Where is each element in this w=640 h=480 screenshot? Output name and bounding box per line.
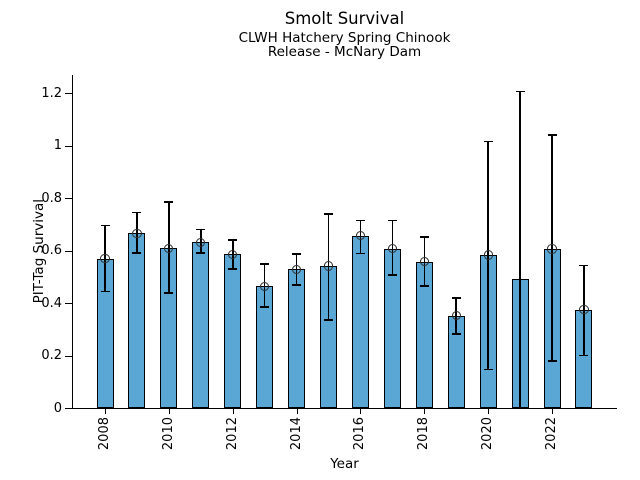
error-bar-cap-top — [419, 236, 429, 238]
x-tick-mark — [168, 409, 170, 414]
x-tick-mark — [552, 409, 554, 414]
error-bar-cap-bottom — [355, 252, 365, 255]
error-bar-cap-top — [228, 239, 238, 241]
chart-subtitle-line1: CLWH Hatchery Spring Chinook — [238, 30, 451, 46]
error-bar-cap-top — [100, 224, 110, 227]
error-bar-cap-top — [515, 90, 525, 93]
y-tick-mark — [65, 355, 72, 357]
point-marker — [323, 261, 334, 271]
point-marker — [164, 243, 174, 253]
error-bar-line — [519, 91, 521, 408]
x-tick-label: 2010 — [160, 417, 176, 451]
x-tick-label: 2022 — [544, 417, 560, 451]
y-tick-label: 1.2 — [41, 85, 62, 101]
chart-subtitle-line2: Release - McNary Dam — [267, 44, 422, 60]
x-tick-label: 2012 — [224, 417, 240, 451]
point-marker — [196, 237, 206, 247]
bar — [288, 269, 306, 408]
y-tick-label: 0 — [53, 400, 62, 416]
x-tick-label: 2020 — [480, 417, 496, 451]
error-bar-cap-top — [196, 228, 206, 231]
error-bar-cap-bottom — [387, 274, 397, 276]
x-tick-mark — [232, 409, 234, 414]
error-bar-cap-top — [579, 264, 589, 267]
x-axis-title: Year — [330, 456, 359, 472]
error-bar-cap-bottom — [419, 285, 429, 287]
x-tick-label: 2008 — [97, 417, 112, 451]
point-marker — [483, 250, 493, 260]
x-tick-mark — [488, 409, 490, 414]
error-bar-cap-top — [292, 253, 302, 255]
point-marker — [579, 304, 589, 315]
x-axis-spine — [72, 408, 617, 409]
error-bar-cap-top — [451, 297, 461, 300]
bar — [351, 235, 369, 408]
x-tick-mark — [360, 409, 362, 414]
point-marker — [451, 311, 461, 321]
y-tick-label: 0.8 — [41, 190, 62, 206]
error-bar-cap-top — [132, 211, 142, 214]
point-marker — [355, 230, 366, 241]
error-bar-cap-top — [387, 219, 397, 222]
y-tick-label: 0.4 — [41, 295, 62, 311]
y-tick-mark — [65, 250, 72, 252]
chart-title: Smolt Survival — [284, 9, 405, 28]
point-marker — [387, 244, 397, 254]
error-bar-cap-top — [324, 212, 334, 215]
bar — [128, 233, 146, 408]
point-marker — [260, 281, 270, 291]
error-bar-cap-top — [355, 219, 365, 222]
point-marker — [547, 244, 557, 254]
y-tick-mark — [65, 408, 72, 409]
error-bar-cap-bottom — [579, 354, 589, 357]
error-bar-cap-bottom — [100, 290, 110, 293]
y-tick-label: 0.6 — [41, 243, 62, 258]
point-marker — [291, 264, 302, 274]
x-tick-mark — [424, 409, 426, 414]
y-axis-spine — [72, 75, 73, 409]
x-tick-label: 2018 — [416, 417, 432, 451]
error-bar-cap-bottom — [483, 368, 493, 371]
error-bar-cap-bottom — [196, 252, 206, 254]
error-bar-cap-bottom — [260, 306, 270, 308]
point-marker — [419, 256, 429, 267]
error-bar-cap-bottom — [132, 252, 142, 254]
error-bar-cap-bottom — [451, 333, 461, 335]
point-marker — [228, 249, 238, 259]
bar — [224, 254, 242, 408]
y-tick-label: 1 — [53, 138, 62, 153]
point-marker — [132, 228, 142, 239]
point-marker — [100, 254, 110, 264]
y-tick-label: 0.2 — [41, 348, 62, 363]
error-bar-cap-bottom — [292, 284, 302, 286]
bar — [192, 242, 210, 408]
error-bar-cap-top — [547, 134, 557, 136]
error-bar-cap-top — [483, 140, 493, 143]
error-bar-cap-top — [164, 201, 174, 203]
error-bar-cap-top — [260, 263, 270, 265]
error-bar-cap-bottom — [228, 268, 238, 270]
x-tick-label: 2014 — [288, 417, 304, 451]
error-bar-cap-bottom — [324, 319, 334, 321]
x-tick-mark — [105, 409, 106, 414]
x-tick-mark — [296, 409, 298, 414]
y-tick-mark — [65, 303, 72, 304]
x-tick-label: 2016 — [352, 417, 368, 451]
y-tick-mark — [65, 198, 72, 199]
y-tick-mark — [65, 145, 72, 147]
error-bar-cap-bottom — [164, 292, 174, 294]
error-bar-cap-bottom — [547, 360, 557, 363]
y-tick-mark — [65, 93, 72, 94]
